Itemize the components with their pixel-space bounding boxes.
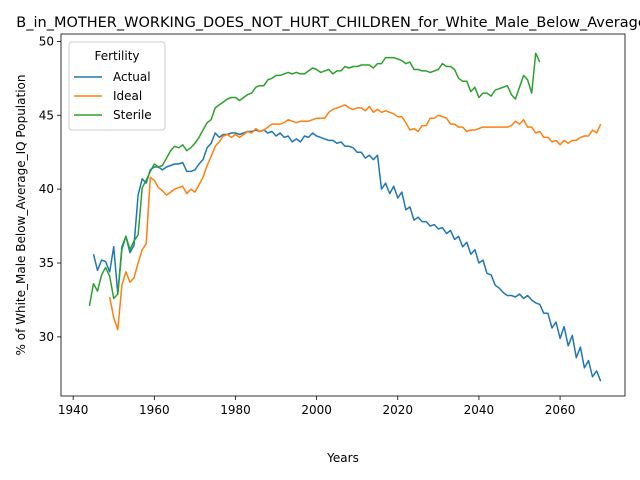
series-line-ideal: [108, 104, 602, 331]
plot-frame: [60, 33, 626, 397]
series-line-sterile: [88, 52, 541, 307]
x-tick-label: 2040: [464, 403, 495, 417]
x-tick-label: 1940: [58, 403, 89, 417]
x-tick-label: 1980: [220, 403, 251, 417]
legend-label-ideal: Ideal: [113, 89, 142, 103]
x-axis: 1940 1960 1980 2000 2020 2040 2060: [58, 396, 575, 417]
x-tick-label: 2060: [545, 403, 576, 417]
plot-lines: [88, 52, 602, 382]
y-tick-label: 45: [39, 108, 54, 122]
legend-title: Fertility: [94, 49, 139, 63]
y-tick-label: 35: [39, 256, 54, 270]
legend-label-actual: Actual: [113, 70, 151, 84]
y-tick-label: 50: [39, 34, 54, 48]
x-tick-label: 2020: [383, 403, 414, 417]
legend-box: [68, 41, 166, 131]
x-tick-label: 2000: [301, 403, 332, 417]
y-tick-label: 30: [39, 330, 54, 344]
x-axis-label: Years: [326, 451, 359, 465]
y-axis-label: % of White_Male Below_Average_IQ Populat…: [14, 75, 28, 356]
y-axis: 30 35 40 45 50: [39, 34, 61, 344]
chart-title: B_in_MOTHER_WORKING_DOES_NOT_HURT_CHILDR…: [16, 15, 640, 31]
series-line-actual: [92, 129, 602, 382]
y-tick-label: 40: [39, 182, 54, 196]
x-tick-label: 1960: [139, 403, 170, 417]
legend: Fertility Actual Ideal Sterile: [68, 41, 166, 131]
legend-label-sterile: Sterile: [113, 108, 152, 122]
